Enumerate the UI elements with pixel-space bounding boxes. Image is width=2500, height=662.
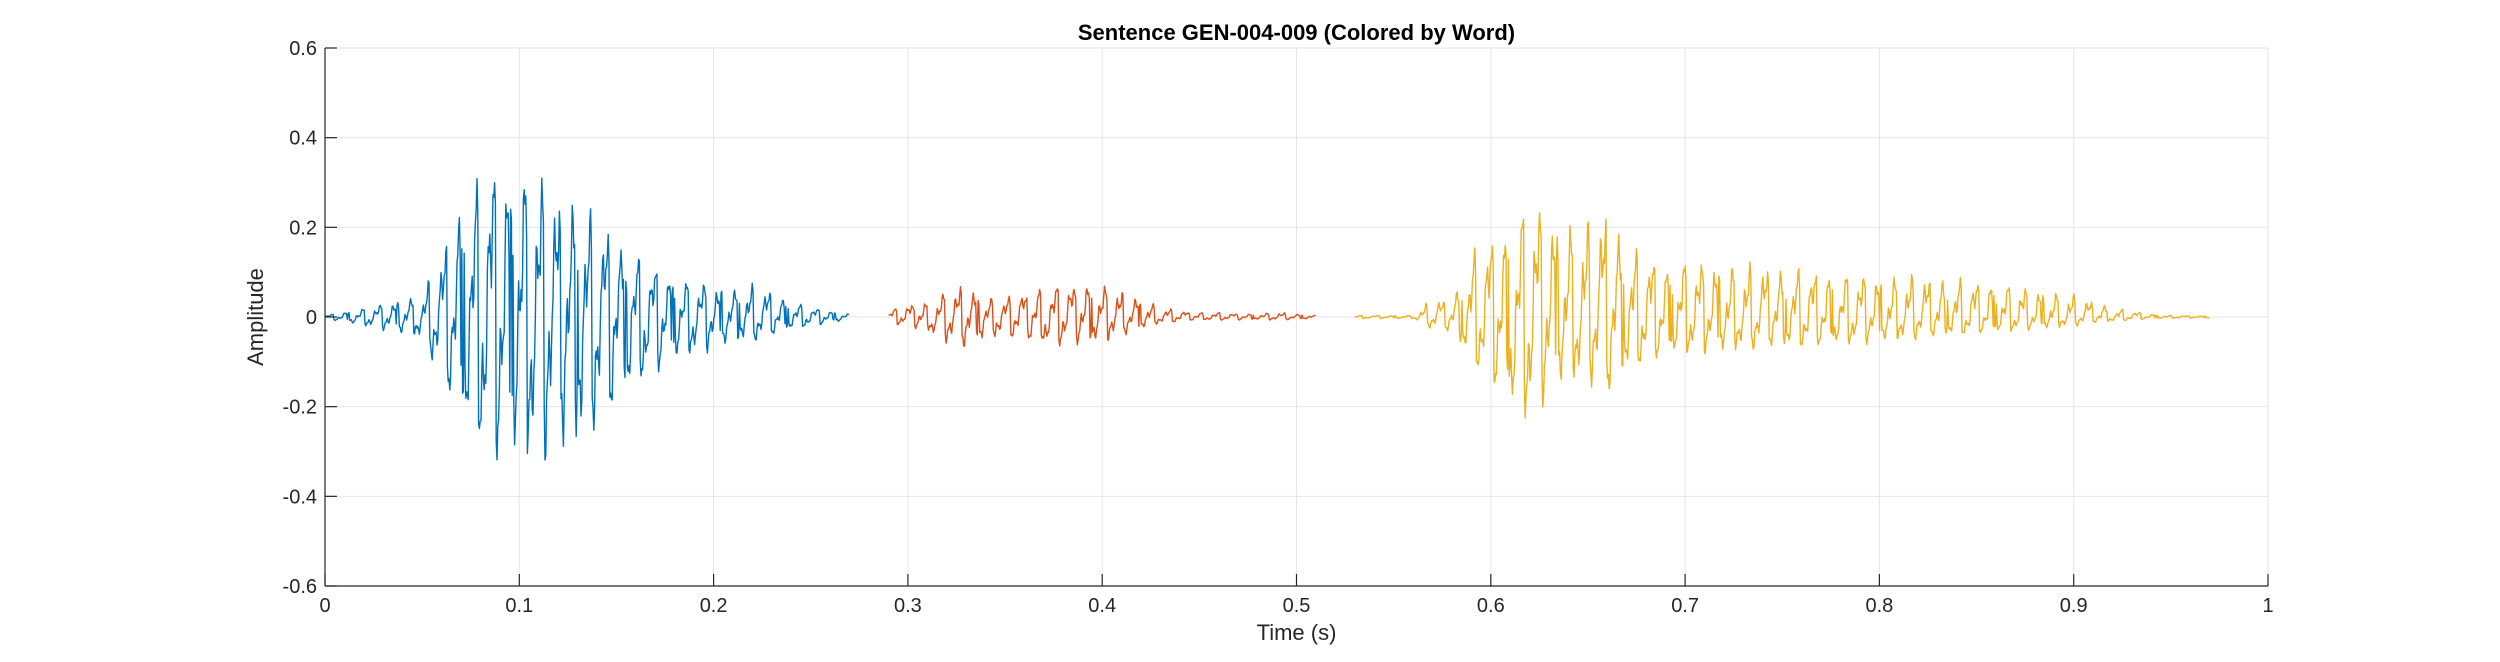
- x-tick-label: 0.9: [2060, 595, 2088, 617]
- x-tick-label: 0.5: [1283, 595, 1311, 617]
- x-tick-label: 0: [319, 595, 330, 617]
- y-tick-label: -0.6: [283, 576, 317, 598]
- y-tick-label: -0.2: [283, 397, 317, 419]
- y-tick-label: 0.6: [289, 38, 317, 60]
- x-tick-label: 0.8: [1865, 595, 1893, 617]
- y-tick-label: 0.4: [289, 128, 317, 150]
- x-axis-label: Time (s): [1257, 620, 1337, 645]
- x-tick-label: 0.6: [1477, 595, 1505, 617]
- waveform-series-2: [888, 285, 1316, 347]
- x-tick-label: 0.2: [700, 595, 728, 617]
- axes: [324, 47, 2269, 587]
- x-tick-label: 0.1: [505, 595, 533, 617]
- waveform-series-3: [1354, 212, 2210, 419]
- y-tick-label: 0.2: [289, 217, 317, 239]
- chart-title: Sentence GEN-004-009 (Colored by Word): [1078, 20, 1515, 45]
- tick-labels: 0 0.1 0.2 0.3 0.4 0.5 0.6 0.7 0.8 0.9 1 -0.6 -0.4 -0.…: [283, 38, 2274, 617]
- x-tick-label: 1: [2262, 595, 2273, 617]
- x-tick-label: 0.4: [1088, 595, 1116, 617]
- y-tick-label: -0.4: [283, 486, 317, 508]
- x-tick-label: 0.3: [894, 595, 922, 617]
- series-layer: [324, 177, 2210, 461]
- x-tick-label: 0.7: [1671, 595, 1699, 617]
- y-tick-label: 0: [306, 307, 317, 329]
- y-axis-label: Amplitude: [243, 268, 268, 366]
- waveform-series-1: [324, 177, 850, 461]
